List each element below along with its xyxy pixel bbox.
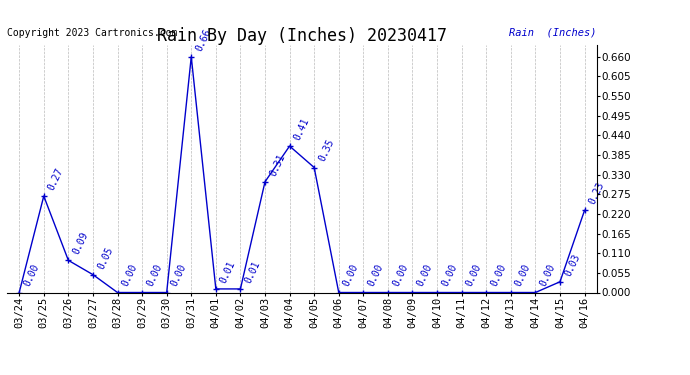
Text: 0.00: 0.00 [342,263,360,288]
Text: 0.23: 0.23 [587,181,607,206]
Text: 0.41: 0.41 [293,116,311,142]
Text: 0.05: 0.05 [96,245,115,270]
Text: Copyright 2023 Cartronics.com: Copyright 2023 Cartronics.com [7,28,177,38]
Text: 0.00: 0.00 [120,263,139,288]
Text: 0.00: 0.00 [145,263,164,288]
Text: 0.00: 0.00 [489,263,508,288]
Text: 0.35: 0.35 [317,138,336,164]
Text: 0.00: 0.00 [538,263,557,288]
Text: 0.00: 0.00 [170,263,188,288]
Text: 0.01: 0.01 [219,259,237,285]
Text: 0.03: 0.03 [563,252,582,278]
Text: 0.01: 0.01 [243,259,262,285]
Text: 0.09: 0.09 [71,231,90,256]
Text: 0.66: 0.66 [194,27,213,52]
Text: 0.00: 0.00 [513,263,533,288]
Text: 0.00: 0.00 [366,263,385,288]
Text: 0.00: 0.00 [464,263,484,288]
Title: Rain By Day (Inches) 20230417: Rain By Day (Inches) 20230417 [157,27,447,45]
Text: 0.00: 0.00 [440,263,459,288]
Text: 0.00: 0.00 [415,263,434,288]
Text: 0.00: 0.00 [22,263,41,288]
Text: Rain  (Inches): Rain (Inches) [509,28,597,38]
Text: 0.27: 0.27 [46,166,66,192]
Text: 0.00: 0.00 [391,263,410,288]
Text: 0.31: 0.31 [268,152,287,178]
